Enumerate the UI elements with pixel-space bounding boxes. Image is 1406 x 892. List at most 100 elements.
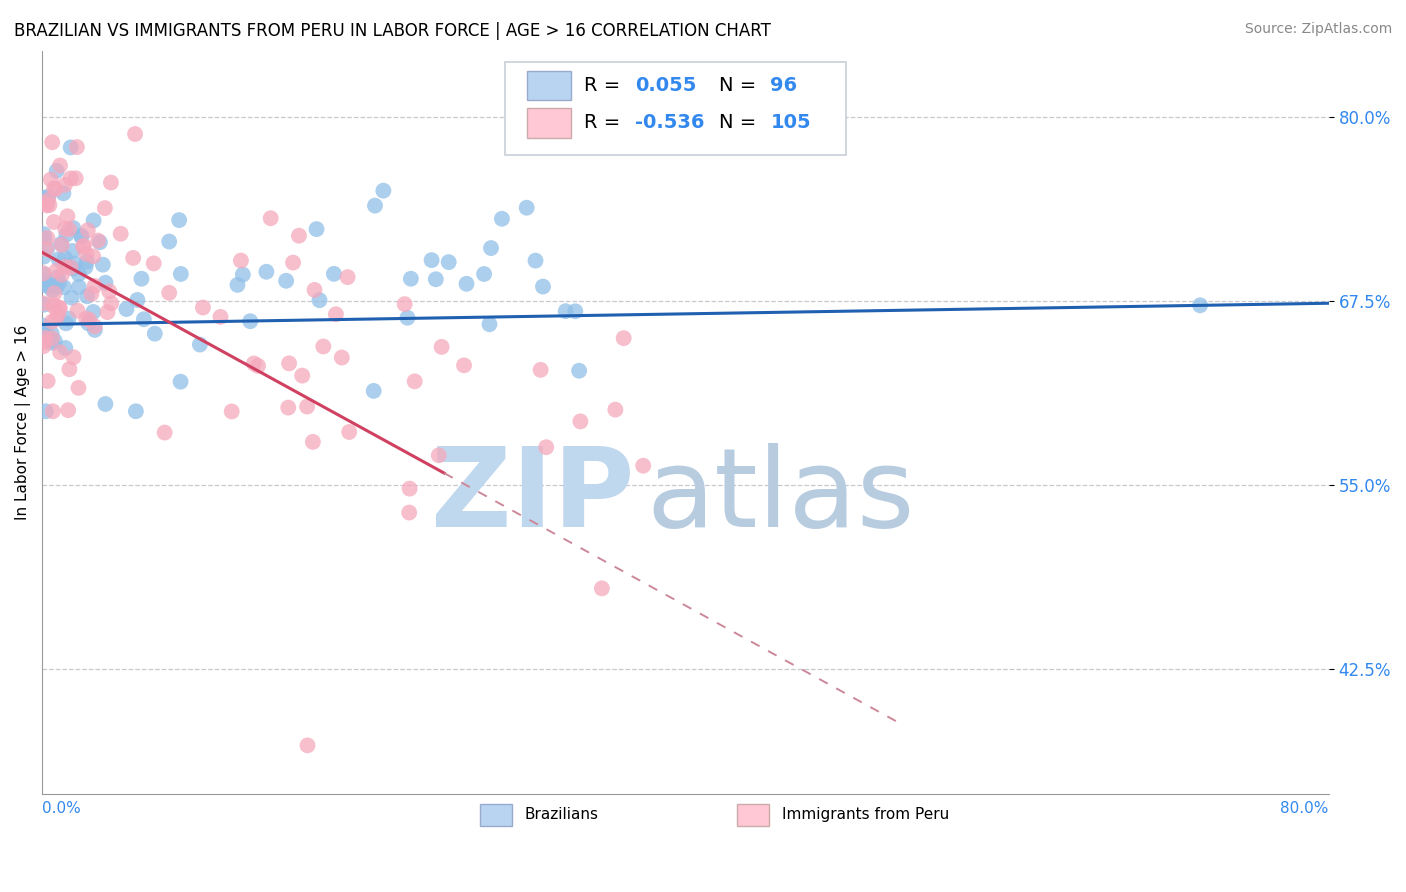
Point <box>472 267 495 281</box>
Point <box>91 258 114 272</box>
Point <box>304 283 326 297</box>
Point <box>281 255 304 269</box>
Point <box>35 242 58 256</box>
Point <box>51 268 73 282</box>
Point <box>336 270 359 285</box>
Point <box>76 254 98 268</box>
Point <box>32 227 55 241</box>
Point <box>125 404 148 418</box>
Point <box>55 227 77 242</box>
Point <box>142 256 165 270</box>
Bar <box>527 70 571 101</box>
Point <box>51 237 73 252</box>
Point <box>83 319 105 334</box>
Point <box>274 274 297 288</box>
Point <box>516 201 538 215</box>
Point <box>44 334 66 348</box>
Point <box>60 291 83 305</box>
Point <box>45 264 67 278</box>
Point <box>41 315 63 329</box>
Point <box>420 253 443 268</box>
Point <box>62 221 84 235</box>
Point <box>96 305 118 319</box>
Point <box>169 375 191 389</box>
Point <box>394 297 416 311</box>
Point <box>1189 298 1212 312</box>
Point <box>75 247 97 261</box>
Point <box>94 397 117 411</box>
Text: R =: R = <box>583 113 620 132</box>
Point <box>232 268 254 282</box>
Point <box>41 283 63 297</box>
Text: Immigrants from Peru: Immigrants from Peru <box>782 807 949 822</box>
Point <box>398 506 420 520</box>
Point <box>42 181 65 195</box>
Point <box>260 211 283 226</box>
Text: Source: ZipAtlas.com: Source: ZipAtlas.com <box>1244 22 1392 37</box>
Point <box>38 279 60 293</box>
Point <box>34 331 56 345</box>
Point <box>53 280 76 294</box>
Point <box>75 260 97 274</box>
Point <box>58 222 80 236</box>
Point <box>132 312 155 326</box>
Point <box>170 267 193 281</box>
Point <box>437 255 460 269</box>
Point <box>32 250 55 264</box>
Point <box>35 198 58 212</box>
Text: -0.536: -0.536 <box>636 113 704 132</box>
Text: ZIP: ZIP <box>430 443 634 550</box>
Point <box>41 135 63 149</box>
Point <box>38 198 60 212</box>
Point <box>37 189 59 203</box>
Point <box>491 211 513 226</box>
Point <box>373 184 395 198</box>
Point <box>191 301 214 315</box>
Point <box>568 364 591 378</box>
FancyBboxPatch shape <box>505 62 846 154</box>
Point <box>32 298 55 312</box>
Bar <box>479 804 512 826</box>
Point <box>45 311 67 326</box>
Point <box>425 272 447 286</box>
Point <box>131 271 153 285</box>
Point <box>330 351 353 365</box>
Point <box>62 244 84 258</box>
Point <box>76 223 98 237</box>
Point <box>305 222 328 236</box>
Point <box>66 140 89 154</box>
Point <box>32 339 55 353</box>
Text: BRAZILIAN VS IMMIGRANTS FROM PERU IN LABOR FORCE | AGE > 16 CORRELATION CHART: BRAZILIAN VS IMMIGRANTS FROM PERU IN LAB… <box>14 22 770 40</box>
Point <box>530 363 553 377</box>
Point <box>70 228 93 243</box>
Text: N =: N = <box>718 113 756 132</box>
Point <box>209 310 232 324</box>
Point <box>56 403 79 417</box>
Point <box>70 229 93 244</box>
Point <box>98 285 121 299</box>
Point <box>157 235 180 249</box>
Point <box>396 310 419 325</box>
Point <box>32 296 55 310</box>
Point <box>58 362 80 376</box>
Point <box>66 303 89 318</box>
Point <box>427 448 450 462</box>
Point <box>127 293 149 307</box>
Point <box>62 350 84 364</box>
Point <box>239 314 262 328</box>
Point <box>56 209 79 223</box>
Point <box>83 213 105 227</box>
Text: N =: N = <box>718 76 756 95</box>
Point <box>37 193 59 207</box>
Point <box>32 325 55 339</box>
Point <box>39 172 62 186</box>
Point <box>51 236 73 251</box>
Text: 0.0%: 0.0% <box>42 801 82 816</box>
Text: Brazilians: Brazilians <box>524 807 599 822</box>
Point <box>100 296 122 310</box>
Point <box>73 238 96 252</box>
Point <box>479 241 502 255</box>
Point <box>254 265 277 279</box>
Point <box>243 356 266 370</box>
Point <box>226 277 249 292</box>
